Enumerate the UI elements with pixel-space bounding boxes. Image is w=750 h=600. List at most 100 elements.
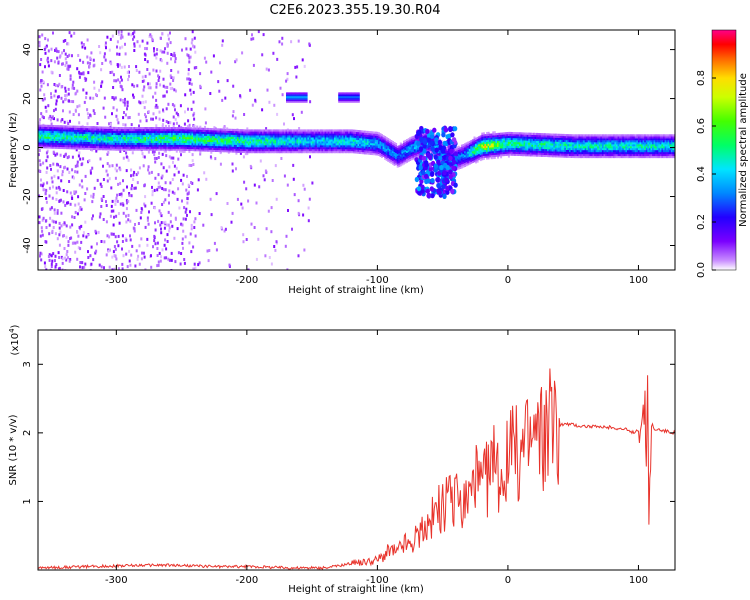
spectrogram-noise [177, 170, 180, 174]
spectrogram-ridge-cell [193, 133, 196, 136]
spectrogram-ridge-cell [410, 148, 413, 151]
spectrogram-ridge-cell [102, 142, 105, 145]
spectrogram-ridge-cell [262, 145, 264, 148]
spectrogram-ridge-cell [219, 140, 222, 143]
spectrogram-ridge-cell [465, 150, 468, 153]
spectrogram-noise [198, 212, 201, 215]
spectrogram-ridge-cell [283, 141, 286, 144]
spectrogram-noise [287, 209, 289, 212]
spectrogram-ridge-cell [47, 132, 50, 135]
spectrogram-ridge-cell [489, 149, 492, 152]
spectrogram-ridge-cell [78, 145, 81, 148]
spectrogram-ridge-cell [175, 128, 178, 132]
spectrogram-ridge-cell [470, 151, 473, 154]
spectrogram-noise [138, 244, 141, 248]
spectrogram-ridge-cell [252, 137, 255, 140]
spectrogram-ridge-cell [202, 133, 205, 136]
spectrogram-ridge-cell [199, 125, 202, 128]
spectrogram-noise [71, 175, 74, 179]
spectrogram-ridge-cell [456, 150, 459, 153]
spectrogram-ridge-cell [197, 127, 200, 130]
spectrogram-ridge-cell [157, 128, 159, 132]
spectrogram-noise [167, 193, 170, 197]
spectrogram-ridge-cell [302, 135, 305, 138]
spectrogram-noise [116, 199, 119, 203]
spectrogram-ridge-cell [44, 128, 47, 131]
spectrogram-ridge-cell [484, 153, 487, 156]
spectrogram-ridge-cell [335, 137, 338, 140]
spectrogram-ridge-cell [144, 138, 147, 141]
spectrogram-ridge-cell [38, 140, 40, 143]
spectrogram-ridge-cell [171, 128, 174, 132]
spectrogram-ridge-cell [454, 147, 457, 150]
spectrogram-ridge-cell [67, 131, 70, 134]
spectrogram-ridge-cell [330, 145, 333, 148]
spectrogram-noise [185, 188, 188, 192]
spectrogram-ridge-cell [240, 140, 243, 144]
spectrogram-ridge-cell [393, 142, 396, 145]
spectrogram-ridge-cell [351, 135, 354, 138]
spectrogram-ridge-cell [299, 137, 302, 140]
spectrogram-ridge-cell [392, 148, 394, 152]
spectrogram-ridge-cell [50, 132, 53, 135]
spectrogram-ridge-cell [240, 148, 243, 151]
spectrogram-ridge-cell [70, 137, 73, 140]
spectrogram-noise [45, 268, 48, 270]
spectrogram-noise [132, 93, 134, 97]
spectrogram-ridge-cell [85, 129, 87, 133]
spectrogram-ridge-cell [246, 127, 249, 130]
spectrogram-ridge-cell [415, 150, 418, 153]
spectrogram-ridge-cell [470, 155, 473, 158]
spectrogram-ridge-cell [210, 139, 213, 142]
spectrogram-ridge-cell [351, 137, 354, 140]
spectrogram-ridge-cell [258, 145, 261, 148]
spectrogram-ridge-cell [149, 130, 152, 134]
spectrogram-ridge-cell [238, 133, 241, 136]
spectrogram-ridge-cell [387, 145, 390, 149]
spectrogram-ridge-cell [49, 134, 51, 137]
spectrogram-ridge-cell [50, 130, 53, 133]
spectrogram-ridge-cell [489, 135, 492, 138]
spectrogram-noise [111, 268, 114, 270]
spectrogram-ridge-cell [321, 151, 324, 154]
spectrogram-ridge-cell [130, 128, 133, 132]
spectrogram-noise [127, 218, 130, 222]
spectrogram-ridge-cell [390, 140, 393, 143]
spectrogram-noise [259, 159, 262, 163]
spectrogram-ridge-cell [243, 137, 246, 140]
spectrogram-noise [89, 56, 92, 60]
spectrogram-ridge-cell [484, 147, 487, 150]
spectrogram-ridge-cell [467, 153, 470, 156]
spectrogram-noise [38, 221, 41, 225]
spectrogram-ridge-cell [327, 131, 330, 134]
spectrogram-ridge-cell [473, 152, 476, 155]
spectrogram-noise [86, 187, 89, 191]
spectrogram-ridge-cell [127, 142, 130, 145]
spectrogram-ridge-cell [196, 145, 199, 148]
spectrogram-noise [133, 186, 136, 190]
spectrogram-ridge-cell [255, 147, 258, 150]
spectrogram-noise [41, 233, 44, 237]
spectrogram-ridge-cell [273, 139, 275, 142]
spectrogram-noise [128, 259, 131, 263]
spectrogram-noise [139, 216, 142, 220]
spectrogram-ridge-cell [180, 142, 183, 145]
spectrogram-ridge-cell [396, 165, 399, 168]
spectrogram-ridge-cell [460, 154, 463, 157]
spectrogram-ridge-cell [309, 137, 311, 140]
spectrogram-noise [92, 96, 95, 100]
spectrogram-ridge-cell [368, 152, 371, 155]
spectrogram-noise [120, 192, 123, 196]
spectrogram-ridge-cell [404, 161, 407, 164]
spectrogram-ridge-cell [236, 138, 239, 142]
spectrogram-ridge-cell [356, 141, 358, 144]
spectrogram-ridge-cell [121, 148, 123, 151]
spectrogram-noise [123, 103, 126, 107]
spectrogram-ridge-cell [265, 139, 268, 142]
spectrogram-ridge-cell [254, 129, 257, 132]
spectrogram-ridge-cell [72, 141, 75, 144]
spectrogram-noise [50, 262, 53, 266]
spectrogram-ridge-cell [63, 129, 66, 132]
spectrogram-ridge-cell [86, 145, 89, 148]
spectrogram-ridge-cell [110, 130, 113, 133]
